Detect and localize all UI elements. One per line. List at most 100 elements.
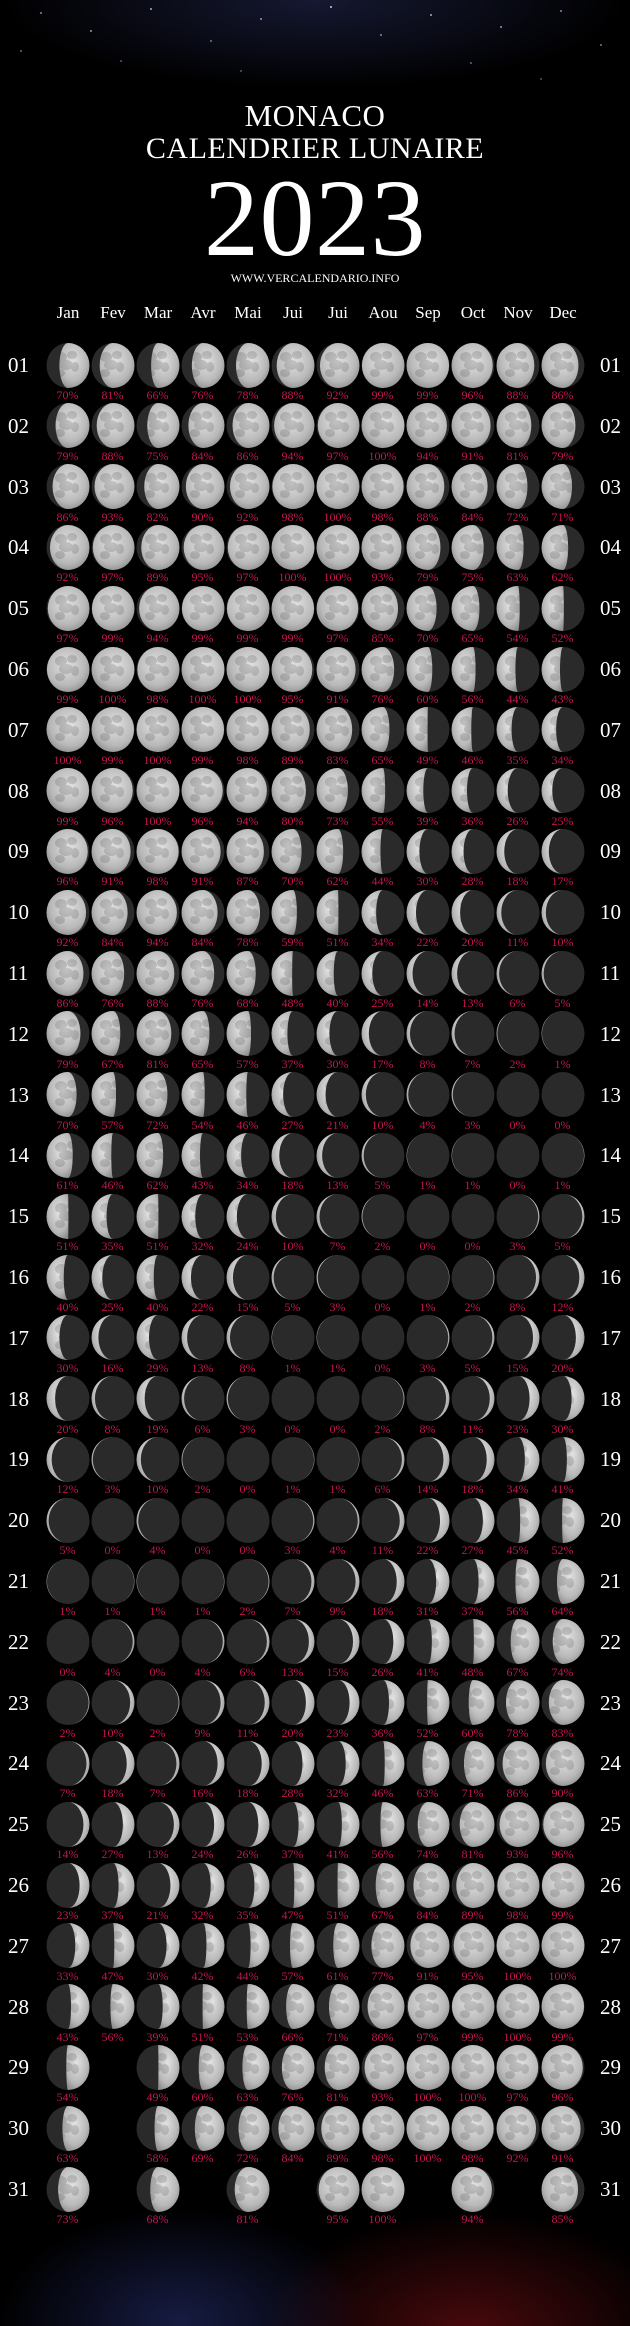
- illumination-percent: 48%: [461, 1664, 484, 1679]
- moon-phase-icon: [361, 1436, 404, 1482]
- moon-phase-icon: [136, 828, 179, 874]
- moon-phase-icon: [496, 1740, 539, 1786]
- moon-phase-icon: [451, 1132, 494, 1178]
- illumination-percent: 90%: [551, 1786, 574, 1801]
- illumination-percent: 75%: [146, 448, 169, 463]
- moon-phase-icon: [316, 1923, 359, 1969]
- moon-lit-area: [552, 1619, 584, 1665]
- moon-lit-area: [226, 889, 260, 935]
- moon-phase-icon: [91, 1801, 134, 1847]
- moon-phase-icon: [226, 1193, 269, 1239]
- moon-maria-texture: [549, 1870, 574, 1897]
- moon-phase-icon: [271, 1193, 314, 1239]
- moon-maria-texture: [279, 593, 304, 620]
- moon-phase-icon: [541, 950, 584, 996]
- moon-lit-area: [46, 1376, 68, 1422]
- moon-maria-texture: [459, 2052, 484, 2079]
- moon-phase-icon: [226, 1740, 269, 1786]
- moon-maria-texture: [504, 1931, 529, 1958]
- illumination-percent: 97%: [236, 570, 259, 585]
- moon-phase-icon: [91, 1619, 134, 1665]
- moon-lit-area: [451, 2166, 492, 2212]
- moon-shadow: [496, 1193, 539, 1239]
- moon-phase-icon: [541, 1315, 584, 1361]
- moon-lit-area: [271, 646, 312, 692]
- day-label-right: 13: [600, 1082, 621, 1107]
- moon-maria-texture: [289, 1931, 304, 1958]
- moon-lit-area: [332, 1923, 359, 1969]
- moon-phase-icon: [496, 1132, 539, 1178]
- illumination-percent: 24%: [236, 1239, 259, 1254]
- moon-lit-area: [382, 1619, 404, 1665]
- moon-phase-icon: [91, 342, 134, 388]
- moon-phase-icon: [406, 1193, 449, 1239]
- moon-phase-icon: [406, 1984, 449, 2030]
- moon-maria-texture: [549, 350, 574, 377]
- moon-shadow: [496, 889, 539, 935]
- moon-maria-texture: [324, 2113, 349, 2140]
- day-label-right: 30: [600, 2116, 621, 2141]
- moon-maria-texture: [561, 1505, 574, 1527]
- moon-phase-icon: [361, 1923, 404, 1969]
- moon-phase-icon: [361, 1984, 404, 2030]
- moon-shadow: [406, 1193, 449, 1239]
- illumination-percent: 18%: [101, 1786, 124, 1801]
- illumination-percent: 7%: [464, 1056, 481, 1071]
- moon-lit-area: [67, 1862, 89, 1908]
- illumination-percent: 43%: [551, 692, 574, 706]
- moon-lit-area: [496, 585, 520, 631]
- moon-lit-area: [545, 1740, 584, 1786]
- moon-lit-area: [367, 1984, 404, 2030]
- illumination-percent: 17%: [371, 1056, 394, 1071]
- moon-lit-area: [49, 524, 89, 570]
- moon-lit-area: [406, 524, 440, 570]
- moon-shadow: [496, 828, 539, 874]
- moon-maria-texture: [189, 1019, 209, 1046]
- moon-phase-icon: [91, 464, 134, 510]
- illumination-percent: 84%: [461, 509, 484, 524]
- moon-maria-texture: [549, 1992, 574, 2019]
- illumination-percent: 58%: [146, 2151, 169, 2166]
- moon-lit-area: [451, 1984, 494, 2030]
- illumination-percent: 10%: [371, 1117, 394, 1132]
- illumination-percent: 98%: [236, 752, 259, 767]
- moon-lit-area: [227, 524, 269, 570]
- illumination-percent: 12%: [551, 1300, 574, 1314]
- moon-lit-area: [57, 2166, 89, 2212]
- moon-maria-texture: [99, 472, 124, 499]
- illumination-percent: 86%: [551, 388, 574, 402]
- moon-lit-area: [150, 342, 179, 388]
- moon-phase-icon: [136, 2105, 179, 2151]
- moon-maria-texture: [144, 1019, 169, 1046]
- moon-lit-area: [502, 1740, 539, 1786]
- moon-phase-icon: [46, 707, 89, 753]
- website-link[interactable]: WWW.VERCALENDARIO.INFO: [230, 271, 400, 285]
- moon-maria-texture: [279, 411, 304, 438]
- month-header-5: Mai: [234, 303, 262, 322]
- moon-phase-icon: [181, 1436, 224, 1482]
- moon-lit-area: [140, 524, 179, 570]
- illumination-percent: 65%: [371, 752, 394, 767]
- moon-lit-area: [136, 950, 174, 996]
- moon-maria-texture: [234, 593, 259, 620]
- day-label-right: 12: [600, 1021, 621, 1046]
- moon-lit-area: [226, 1132, 248, 1178]
- moon-phase-icon: [46, 1497, 89, 1543]
- illumination-percent: 11%: [371, 1543, 394, 1558]
- illumination-percent: 16%: [191, 1786, 214, 1801]
- moon-phase-icon: [406, 1254, 449, 1300]
- moon-phase-icon: [406, 707, 449, 753]
- illumination-percent: 35%: [236, 1908, 259, 1922]
- moon-phase-icon: [316, 2105, 359, 2151]
- moon-lit-area: [496, 524, 524, 570]
- illumination-percent: 76%: [191, 388, 214, 402]
- moon-shadow: [226, 1376, 269, 1422]
- moon-phase-icon: [316, 768, 359, 814]
- moon-phase-icon: [541, 2105, 584, 2151]
- moon-phase-icon: [46, 1011, 89, 1057]
- moon-phase-icon: [181, 646, 224, 692]
- illumination-percent: 94%: [281, 448, 304, 463]
- moon-lit-area: [517, 1497, 539, 1543]
- moon-shadow: [316, 1315, 359, 1361]
- moon-phase-icon: [496, 1680, 539, 1726]
